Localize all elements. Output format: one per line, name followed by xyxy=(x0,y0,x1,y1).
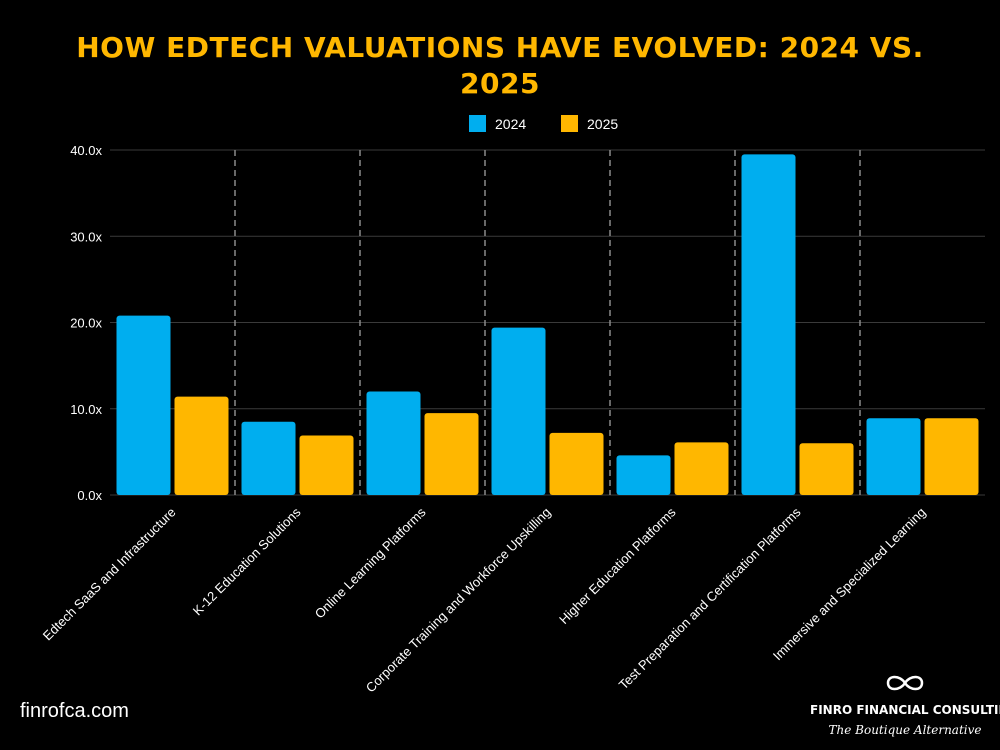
legend-label-2024: 2024 xyxy=(495,116,526,132)
x-tick-label: K-12 Education Solutions xyxy=(190,504,304,618)
y-tick-label: 40.0x xyxy=(70,143,102,158)
bar-2025-6 xyxy=(799,443,854,495)
website-link[interactable]: finrofca.com xyxy=(20,700,129,722)
bar-2025-2 xyxy=(299,435,354,495)
x-tick-label: Higher Education Platforms xyxy=(556,504,679,627)
legend-swatch-2025 xyxy=(561,115,578,132)
bar-2025-4 xyxy=(549,432,604,495)
infinity-icon xyxy=(886,675,924,691)
bar-2025-7 xyxy=(924,418,979,495)
legend-swatch-2024 xyxy=(469,115,486,132)
chart-title: HOW EDTECH VALUATIONS HAVE EVOLVED: 2024… xyxy=(76,31,924,100)
bar-2025-1 xyxy=(174,396,229,495)
bar-2024-7 xyxy=(866,418,921,495)
bar-2025-3 xyxy=(424,413,479,495)
brand-logo: FINRO FINANCIAL CONSULTING The Boutique … xyxy=(810,672,1000,737)
brand-tagline: The Boutique Alternative xyxy=(828,723,982,737)
y-tick-label: 30.0x xyxy=(70,229,102,244)
bar-2025-5 xyxy=(674,442,729,495)
legend-label-2025: 2025 xyxy=(587,116,618,132)
bar-2024-6 xyxy=(741,154,796,495)
bar-2024-2 xyxy=(241,421,296,495)
y-tick-label: 20.0x xyxy=(70,316,102,331)
x-tick-label: Edtech SaaS and Infrastructure xyxy=(40,505,179,644)
x-tick-label: Immersive and Specialized Learning xyxy=(770,505,929,664)
y-tick-label: 10.0x xyxy=(70,402,102,417)
bar-2024-3 xyxy=(366,391,421,495)
bar-2024-4 xyxy=(491,327,546,495)
bar-2024-1 xyxy=(116,315,171,495)
bar-2024-5 xyxy=(616,455,671,495)
brand-name: FINRO FINANCIAL CONSULTING xyxy=(810,703,1000,717)
y-tick-label: 0.0x xyxy=(77,488,102,503)
x-tick-label: Online Learning Platforms xyxy=(312,504,429,621)
